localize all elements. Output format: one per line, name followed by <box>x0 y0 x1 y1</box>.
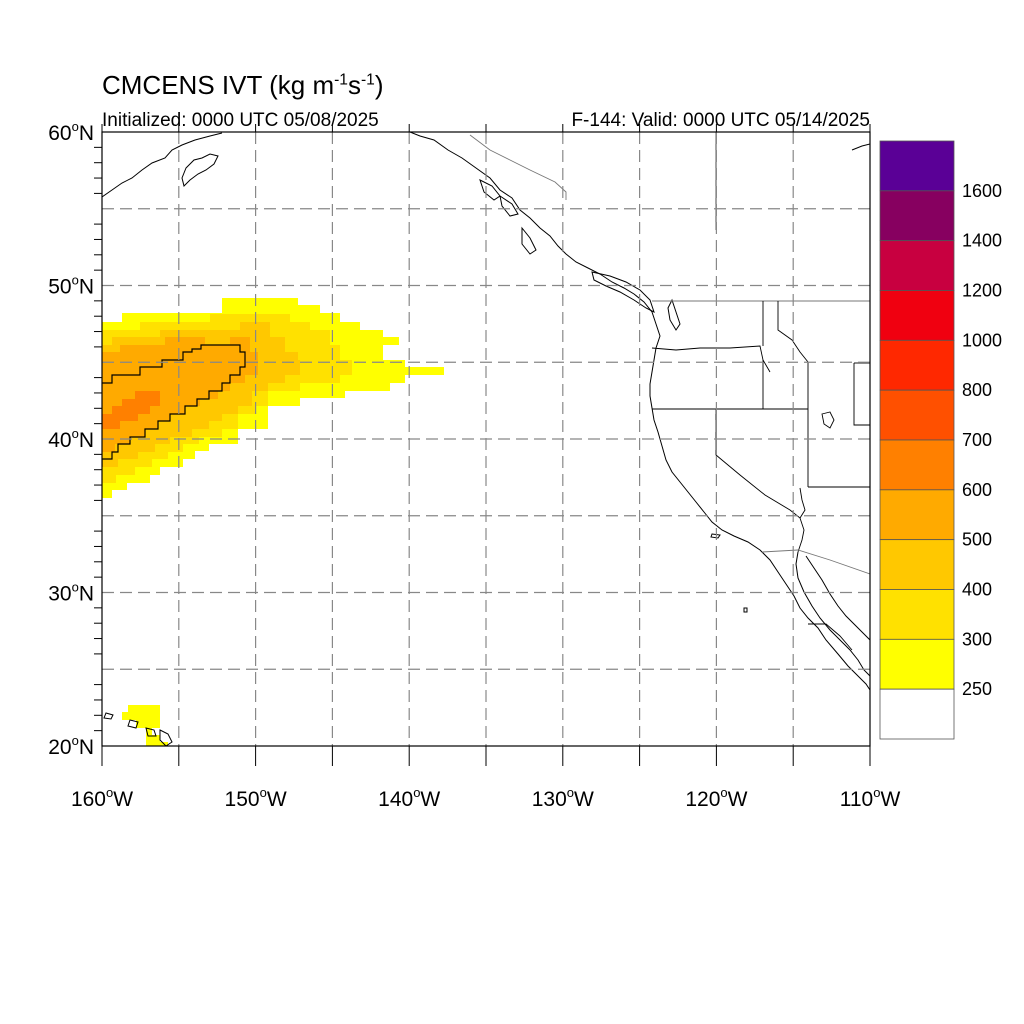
lat-label: 20oN <box>48 733 94 759</box>
gulf-of-california-east <box>805 555 870 641</box>
ivt-shading <box>102 298 444 746</box>
guadalupe-island <box>743 607 748 613</box>
colorbar-swatch <box>879 439 955 491</box>
longitude-labels: 160oW 150oW 140oW 130oW 120oW 110oW <box>71 785 901 811</box>
utah-wyoming-border <box>853 363 870 426</box>
haida-gwaii-coast <box>521 226 537 255</box>
california-nevada-border <box>715 409 801 519</box>
nevada-arizona-border <box>799 487 806 519</box>
colorbar-swatch <box>879 339 955 391</box>
puget-sound-coast <box>667 298 681 331</box>
colorbar-label: 1200 <box>962 281 1002 301</box>
baja-california-coast <box>795 551 870 677</box>
washington-oregon-border <box>651 345 771 373</box>
idaho-montana-border <box>777 301 809 409</box>
colorbar-label: 800 <box>962 380 992 400</box>
lon-label: 140oW <box>378 785 440 811</box>
lon-label: 110oW <box>840 785 901 811</box>
colorbar-swatch <box>879 539 955 590</box>
lat-label: 40oN <box>48 426 94 452</box>
hudson-bay-corner <box>851 143 870 151</box>
colorbar-swatch <box>879 290 955 341</box>
north-american-west-coast <box>409 132 870 691</box>
valid-time: F-144: Valid: 0000 UTC 05/14/2025 <box>571 110 870 131</box>
colorbar-swatch <box>879 190 955 242</box>
lon-label: 160oW <box>71 785 133 811</box>
colorbar-swatch <box>879 140 955 192</box>
colorbar-label: 400 <box>962 580 992 600</box>
colorbar-label: 1400 <box>962 231 1002 251</box>
initialized-time: Initialized: 0000 UTC 05/08/2025 <box>102 110 379 131</box>
colorbar-swatch <box>879 589 955 640</box>
axis-ticks <box>94 124 871 766</box>
colorbar-label: 700 <box>962 430 992 450</box>
colorbar-label: 250 <box>962 679 992 699</box>
great-salt-lake <box>821 411 835 429</box>
kodiak-island-coast <box>181 153 219 187</box>
colorbar-label: 1000 <box>962 330 1002 350</box>
lon-label: 120oW <box>685 785 747 811</box>
channel-islands <box>710 533 721 539</box>
colorbar-swatch <box>879 389 955 441</box>
lat-label: 60oN <box>48 119 94 145</box>
colorbar-swatch <box>879 638 955 690</box>
mexico-interior-border <box>808 623 853 651</box>
us-mexico-border-gray <box>761 549 870 575</box>
colorbar: 1600 1400 1200 1000 800 700 600 500 400 300 250 <box>879 140 1002 740</box>
ivt-600-region <box>102 391 160 429</box>
colorbar-swatch <box>879 489 955 541</box>
colorbar-label: 300 <box>962 629 992 649</box>
lat-label: 50oN <box>48 273 94 299</box>
ivt-500-contour <box>102 344 246 467</box>
colorbar-swatch <box>879 688 955 740</box>
ivt-hawaii-patch <box>122 705 168 746</box>
colorbar-label: 600 <box>962 480 992 500</box>
lon-label: 150oW <box>225 785 287 811</box>
latitude-labels: 60oN 50oN 40oN 30oN 20oN <box>48 119 94 759</box>
se-alaska-border <box>469 134 567 200</box>
ivt-500-region <box>102 337 258 452</box>
hawaii-big-island <box>159 729 173 746</box>
lon-label: 130oW <box>532 785 594 811</box>
colorbar-label: 1600 <box>962 181 1002 201</box>
california-arizona-border <box>797 517 805 553</box>
lat-label: 30oN <box>48 580 94 606</box>
hawaii-maui <box>145 727 157 737</box>
political-boundaries <box>469 132 870 651</box>
colorbar-label: 500 <box>962 530 992 550</box>
vancouver-island-coast <box>591 271 655 313</box>
map-title: CMCENS IVT (kg m-1s-1) <box>102 70 384 100</box>
coastlines <box>102 132 870 746</box>
alaska-peninsula-coast <box>102 132 223 198</box>
hawaii-oahu <box>127 719 139 729</box>
colorbar-swatch <box>879 240 955 291</box>
se-alaska-islands <box>479 179 519 217</box>
gridlines <box>102 132 870 746</box>
hawaii-kauai <box>103 712 114 720</box>
